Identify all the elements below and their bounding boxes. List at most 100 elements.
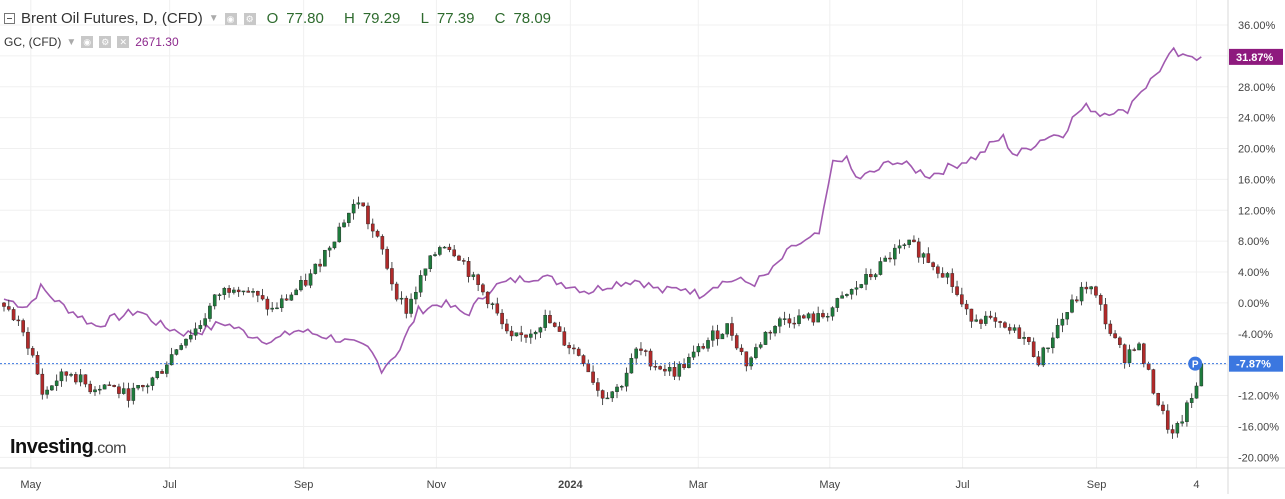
y-tick-label: 12.00%: [1238, 205, 1276, 217]
candle-body: [854, 287, 859, 290]
candle-body: [658, 366, 662, 370]
candle-body: [620, 386, 624, 388]
candle-body: [150, 377, 155, 386]
candle-body: [639, 348, 643, 351]
candle-body: [1137, 343, 1141, 351]
y-tick-label: -4.00%: [1238, 329, 1273, 341]
candle-body: [749, 357, 753, 367]
candle-body: [332, 241, 337, 249]
candle-body: [227, 288, 231, 293]
candle-body: [112, 385, 116, 387]
eye-icon[interactable]: ◉: [81, 36, 94, 48]
eye-icon[interactable]: ◉: [224, 12, 237, 25]
y-tick-label: -16.00%: [1238, 421, 1279, 433]
candle-body: [318, 263, 322, 267]
last-value-tag-label: 31.87%: [1236, 52, 1274, 64]
candle-body: [1127, 349, 1132, 364]
candle-body: [1180, 421, 1184, 424]
candle-body: [562, 331, 567, 346]
candle-body: [682, 363, 686, 368]
low-value: 77.39: [436, 10, 475, 27]
candle-body: [696, 346, 701, 353]
candle-body: [873, 274, 878, 278]
candle-body: [998, 321, 1002, 323]
candle-body: [471, 274, 476, 277]
candle-body: [624, 372, 629, 387]
candle-body: [845, 294, 849, 296]
candle-body: [1132, 349, 1137, 351]
candle-body: [1031, 341, 1036, 357]
candle-body: [265, 298, 270, 310]
gear-icon[interactable]: ⚙: [243, 12, 256, 25]
candle-body: [500, 312, 504, 325]
candle-body: [356, 202, 361, 205]
candle-body: [514, 332, 519, 337]
collapse-icon[interactable]: [4, 13, 15, 24]
candle-body: [1108, 323, 1113, 334]
candle-body: [35, 355, 40, 375]
candle-body: [634, 348, 638, 359]
candle-body: [926, 253, 931, 263]
candle-body: [754, 347, 758, 358]
candle-body: [69, 374, 73, 376]
gc-series-line: [3, 46, 1202, 375]
candle-body: [40, 373, 45, 395]
candle-body: [1089, 286, 1093, 290]
y-tick-label: 16.00%: [1238, 174, 1276, 186]
candle-body: [6, 306, 11, 310]
chevron-down-icon[interactable]: ▼: [66, 36, 77, 48]
candle-body: [629, 358, 634, 374]
candle-body: [385, 248, 389, 269]
candle-body: [524, 334, 528, 338]
candle-body: [931, 262, 935, 267]
candle-body: [260, 295, 265, 300]
candle-body: [404, 297, 409, 314]
candle-body: [782, 318, 787, 320]
candle-body: [279, 298, 284, 309]
candle-body: [960, 294, 964, 305]
candle-body: [1151, 369, 1156, 394]
candle-body: [179, 345, 183, 350]
candle-body: [347, 212, 351, 223]
candle-body: [299, 280, 303, 291]
candle-body: [361, 202, 365, 207]
candle-body: [787, 318, 792, 324]
candle-body: [198, 325, 203, 329]
candle-body: [433, 254, 437, 256]
candle-body: [988, 315, 993, 318]
candle-body: [1060, 318, 1065, 326]
candle-body: [438, 247, 442, 255]
candle-body: [548, 315, 552, 324]
candle-body: [452, 249, 456, 257]
candle-body: [212, 294, 217, 307]
candle-body: [160, 371, 164, 374]
candle-body: [643, 350, 648, 352]
candle-body: [519, 332, 524, 336]
candle-body: [188, 335, 193, 340]
candle-body: [193, 328, 198, 336]
gear-icon[interactable]: ⚙: [99, 36, 112, 48]
candle-body: [1122, 344, 1127, 364]
candle-body: [720, 333, 725, 340]
candle-body: [394, 283, 399, 300]
last-value-tag-label: -7.87%: [1236, 359, 1271, 371]
candle-body: [921, 253, 926, 258]
candle-body: [576, 348, 581, 356]
candle-body: [45, 389, 49, 395]
candle-body: [667, 367, 672, 372]
candle-body: [964, 303, 969, 310]
close-icon[interactable]: ✕: [117, 36, 130, 48]
y-tick-label: -12.00%: [1238, 391, 1279, 403]
candle-body: [864, 274, 868, 285]
ohlc-values: O 77.80 H 79.29 L 77.39 C 78.09: [266, 10, 552, 27]
candle-body: [897, 245, 902, 249]
candle-body: [93, 389, 97, 393]
x-tick-label: 4: [1193, 479, 1199, 491]
candle-body: [74, 374, 78, 383]
candle-body: [701, 346, 706, 349]
candle-body: [821, 313, 825, 318]
candle-body: [461, 260, 466, 262]
chevron-down-icon[interactable]: ▼: [208, 13, 219, 24]
